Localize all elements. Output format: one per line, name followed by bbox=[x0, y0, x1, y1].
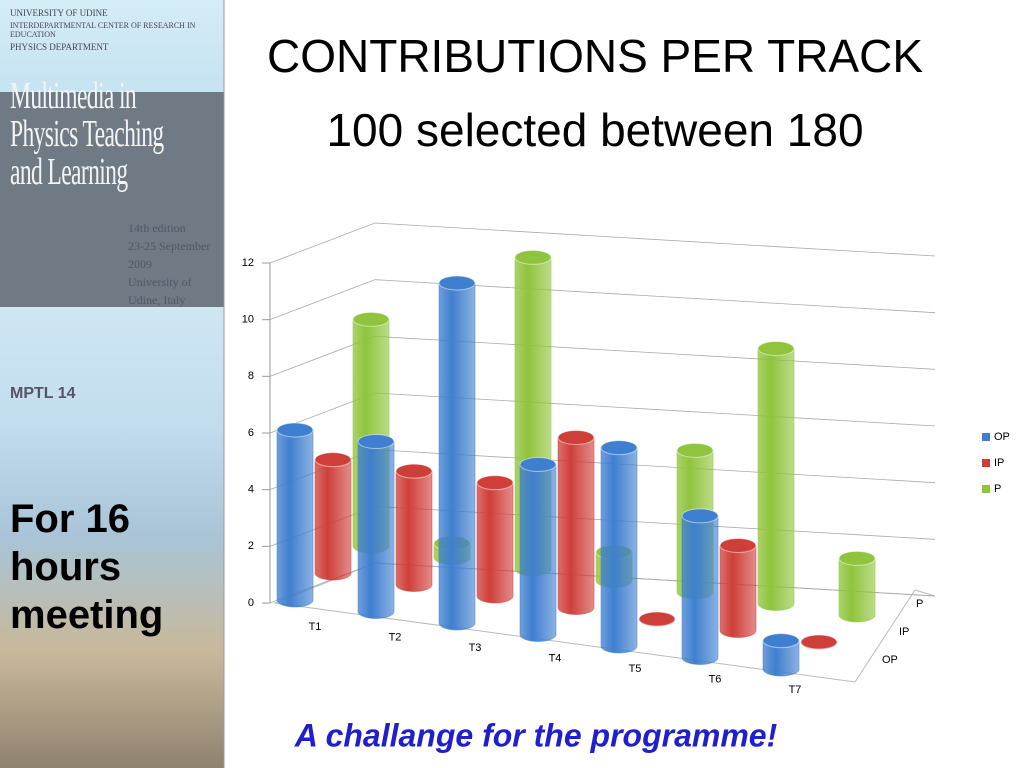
footer: A challange for the programme! bbox=[294, 717, 778, 753]
cylinder-cap bbox=[276, 422, 314, 438]
cylinder-cap bbox=[762, 633, 800, 649]
note: meeting bbox=[10, 593, 164, 637]
grid-line bbox=[269, 279, 936, 321]
cylinder-cap bbox=[638, 611, 676, 627]
y-tick-label: 6 bbox=[248, 427, 254, 439]
legend-swatch bbox=[982, 459, 990, 467]
cylinder bbox=[395, 470, 433, 592]
sidebar: UNIVERSITY OF UDINE INTERDEPARTMENTAL CE… bbox=[0, 0, 224, 768]
cylinder-cap bbox=[676, 442, 714, 458]
cylinder bbox=[762, 640, 800, 677]
cylinder-cap bbox=[476, 475, 514, 491]
cylinder-cap bbox=[600, 440, 638, 456]
edition: University of Udine, Italy bbox=[128, 275, 192, 307]
x-tick-label: T3 bbox=[469, 642, 482, 654]
logo-text: MPTL bbox=[10, 385, 54, 402]
depth-label: OP bbox=[882, 654, 898, 666]
cylinder bbox=[276, 429, 314, 608]
y-tick-label: 4 bbox=[248, 484, 254, 496]
x-tick-label: T1 bbox=[309, 621, 322, 633]
edition: 14th edition bbox=[128, 221, 186, 235]
x-tick-label: T6 bbox=[709, 673, 722, 685]
x-tick-label: T5 bbox=[629, 663, 642, 675]
y-tick-label: 10 bbox=[242, 314, 254, 326]
x-tick-label: T2 bbox=[389, 631, 402, 643]
cylinder bbox=[719, 545, 757, 638]
depth-label: IP bbox=[899, 626, 909, 638]
cylinder-cap bbox=[314, 452, 352, 468]
cylinder-cap bbox=[800, 634, 838, 650]
x-tick-label: T4 bbox=[549, 652, 562, 664]
conference-title: Multimedia in bbox=[10, 75, 137, 117]
y-tick-label: 2 bbox=[248, 540, 254, 552]
cylinder-cap bbox=[438, 275, 476, 291]
y-tick-label: 0 bbox=[248, 597, 254, 609]
cylinder bbox=[357, 441, 395, 619]
y-tick-label: 12 bbox=[242, 257, 254, 269]
cylinder-cap bbox=[681, 508, 719, 524]
x-tick-label: T7 bbox=[789, 684, 802, 696]
cylinder bbox=[519, 464, 557, 642]
cylinder bbox=[757, 348, 795, 611]
logo-text: 14 bbox=[57, 385, 76, 402]
cylinder bbox=[838, 557, 876, 623]
institution: INTERDEPARTMENTAL CENTER OF RESEARCH IN … bbox=[10, 21, 196, 39]
cylinder bbox=[557, 437, 595, 615]
legend-swatch bbox=[982, 433, 990, 441]
cylinder-cap bbox=[514, 249, 552, 265]
grid-line bbox=[269, 222, 936, 264]
legend-swatch bbox=[982, 485, 990, 493]
chart-subtitle: 100 selected between 180 bbox=[326, 104, 863, 156]
y-tick-label: 8 bbox=[248, 370, 254, 382]
cylinder-cap bbox=[557, 430, 595, 445]
cylinder-cap bbox=[395, 463, 433, 479]
conference-title: Physics Teaching bbox=[10, 113, 164, 155]
cylinder-cap bbox=[519, 457, 557, 472]
legend-label: OP bbox=[994, 431, 1010, 443]
cylinder bbox=[600, 447, 638, 654]
edition: 23-25 September 2009 bbox=[128, 239, 211, 271]
depth-label: P bbox=[916, 598, 923, 610]
cylinder-cap bbox=[757, 341, 795, 356]
cylinder bbox=[476, 482, 514, 604]
logo: MPTL 14 bbox=[10, 385, 76, 403]
institution: PHYSICS DEPARTMENT bbox=[10, 42, 109, 52]
cylinder bbox=[314, 459, 352, 581]
cylinder bbox=[438, 282, 476, 631]
cylinder-cap bbox=[719, 538, 757, 553]
note: For 16 bbox=[10, 497, 131, 541]
cylinder-cap bbox=[352, 311, 390, 327]
legend-label: P bbox=[994, 483, 1001, 495]
cylinder-cap bbox=[357, 434, 395, 449]
chart-title: CONTRIBUTIONS PER TRACK bbox=[267, 30, 923, 82]
legend-label: IP bbox=[994, 457, 1004, 469]
conference-title: and Learning bbox=[10, 151, 128, 193]
note: hours bbox=[10, 545, 122, 589]
cylinder-cap bbox=[838, 550, 876, 566]
institution: UNIVERSITY OF UDINE bbox=[10, 8, 108, 18]
cylinder bbox=[681, 515, 719, 665]
